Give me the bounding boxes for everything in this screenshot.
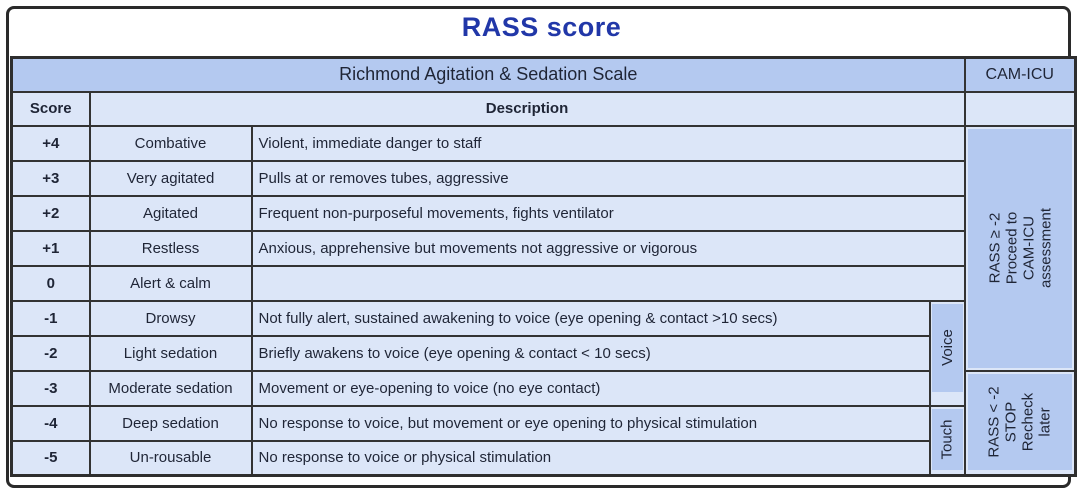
cam-icu-header-cell: CAM-ICU (963, 56, 1077, 93)
table-header-row: Richmond Agitation & Sedation Scale CAM-… (10, 56, 1077, 93)
cam-icu-proceed-cell: RASS ≥ -2 Proceed to CAM-ICU assessment (963, 124, 1077, 372)
label-cell: Un-rousable (88, 439, 253, 477)
voice-label: Voice (938, 329, 956, 366)
score-cell: 0 (10, 264, 91, 302)
score-cell: +4 (10, 124, 91, 162)
voice-band: Voice (931, 303, 963, 392)
description-cell: Briefly awakens to voice (eye opening & … (250, 334, 931, 372)
cam-icu-empty-header-cell (963, 90, 1077, 127)
table-row: 0 Alert & calm (10, 264, 1076, 302)
label-cell: Agitated (88, 194, 253, 232)
description-cell: Movement or eye-opening to voice (no eye… (250, 369, 931, 407)
touch-label: Touch (938, 419, 956, 460)
touch-band: Touch (931, 408, 963, 470)
cam-icu-proceed-band: RASS ≥ -2 Proceed to CAM-ICU assessment (967, 128, 1072, 368)
score-cell: -2 (10, 334, 91, 372)
description-cell: Pulls at or removes tubes, aggressive (250, 159, 966, 197)
label-cell: Alert & calm (88, 264, 253, 302)
score-cell: -1 (10, 299, 91, 337)
table-row: -2 Light sedation Briefly awakens to voi… (10, 334, 1076, 372)
cam-icu-proceed-text: RASS ≥ -2 Proceed to CAM-ICU assessment (985, 207, 1054, 289)
cam-icu-stop-text: RASS < -2 STOP Recheck later (985, 386, 1054, 458)
rass-table: Richmond Agitation & Sedation Scale CAM-… (10, 56, 1077, 477)
touch-stimulus-cell: Touch (928, 404, 966, 477)
label-cell: Restless (88, 229, 253, 267)
score-cell: +3 (10, 159, 91, 197)
cam-icu-stop-band: RASS < -2 STOP Recheck later (967, 373, 1072, 470)
description-cell (250, 264, 966, 302)
table-row: -3 Moderate sedation Movement or eye-ope… (10, 369, 1077, 477)
voice-stimulus-cell: Voice (928, 299, 966, 407)
label-cell: Drowsy (88, 299, 253, 337)
label-cell: Combative (88, 124, 253, 162)
column-header-row: Score Description (10, 90, 1077, 127)
scale-title-cell: Richmond Agitation & Sedation Scale (10, 56, 966, 93)
score-cell: +2 (10, 194, 91, 232)
table-row: +1 Restless Anxious, apprehensive but mo… (10, 229, 1076, 267)
label-cell: Moderate sedation (88, 369, 253, 407)
label-cell: Light sedation (88, 334, 253, 372)
description-column-header: Description (88, 90, 966, 127)
table-row: -5 Un-rousable No response to voice or p… (10, 439, 1076, 477)
cam-icu-stop-cell: RASS < -2 STOP Recheck later (963, 369, 1077, 477)
description-cell: Violent, immediate danger to staff (250, 124, 966, 162)
table-row: +4 Combative Violent, immediate danger t… (10, 124, 1077, 372)
description-cell: No response to voice or physical stimula… (250, 439, 931, 477)
score-cell: -3 (10, 369, 91, 407)
table-row: +3 Very agitated Pulls at or removes tub… (10, 159, 1076, 197)
score-cell: -5 (10, 439, 91, 477)
table-row: -4 Deep sedation No response to voice, b… (10, 404, 1076, 477)
label-cell: Deep sedation (88, 404, 253, 442)
page-title: RASS score (461, 12, 622, 42)
table-row: +2 Agitated Frequent non-purposeful move… (10, 194, 1076, 232)
score-cell: +1 (10, 229, 91, 267)
description-cell: No response to voice, but movement or ey… (250, 404, 931, 442)
label-cell: Very agitated (88, 159, 253, 197)
score-cell: -4 (10, 404, 91, 442)
table-row: -1 Drowsy Not fully alert, sustained awa… (10, 299, 1076, 407)
description-cell: Anxious, apprehensive but movements not … (250, 229, 966, 267)
score-column-header: Score (10, 90, 91, 127)
description-cell: Frequent non-purposeful movements, fight… (250, 194, 966, 232)
description-cell: Not fully alert, sustained awakening to … (250, 299, 931, 337)
